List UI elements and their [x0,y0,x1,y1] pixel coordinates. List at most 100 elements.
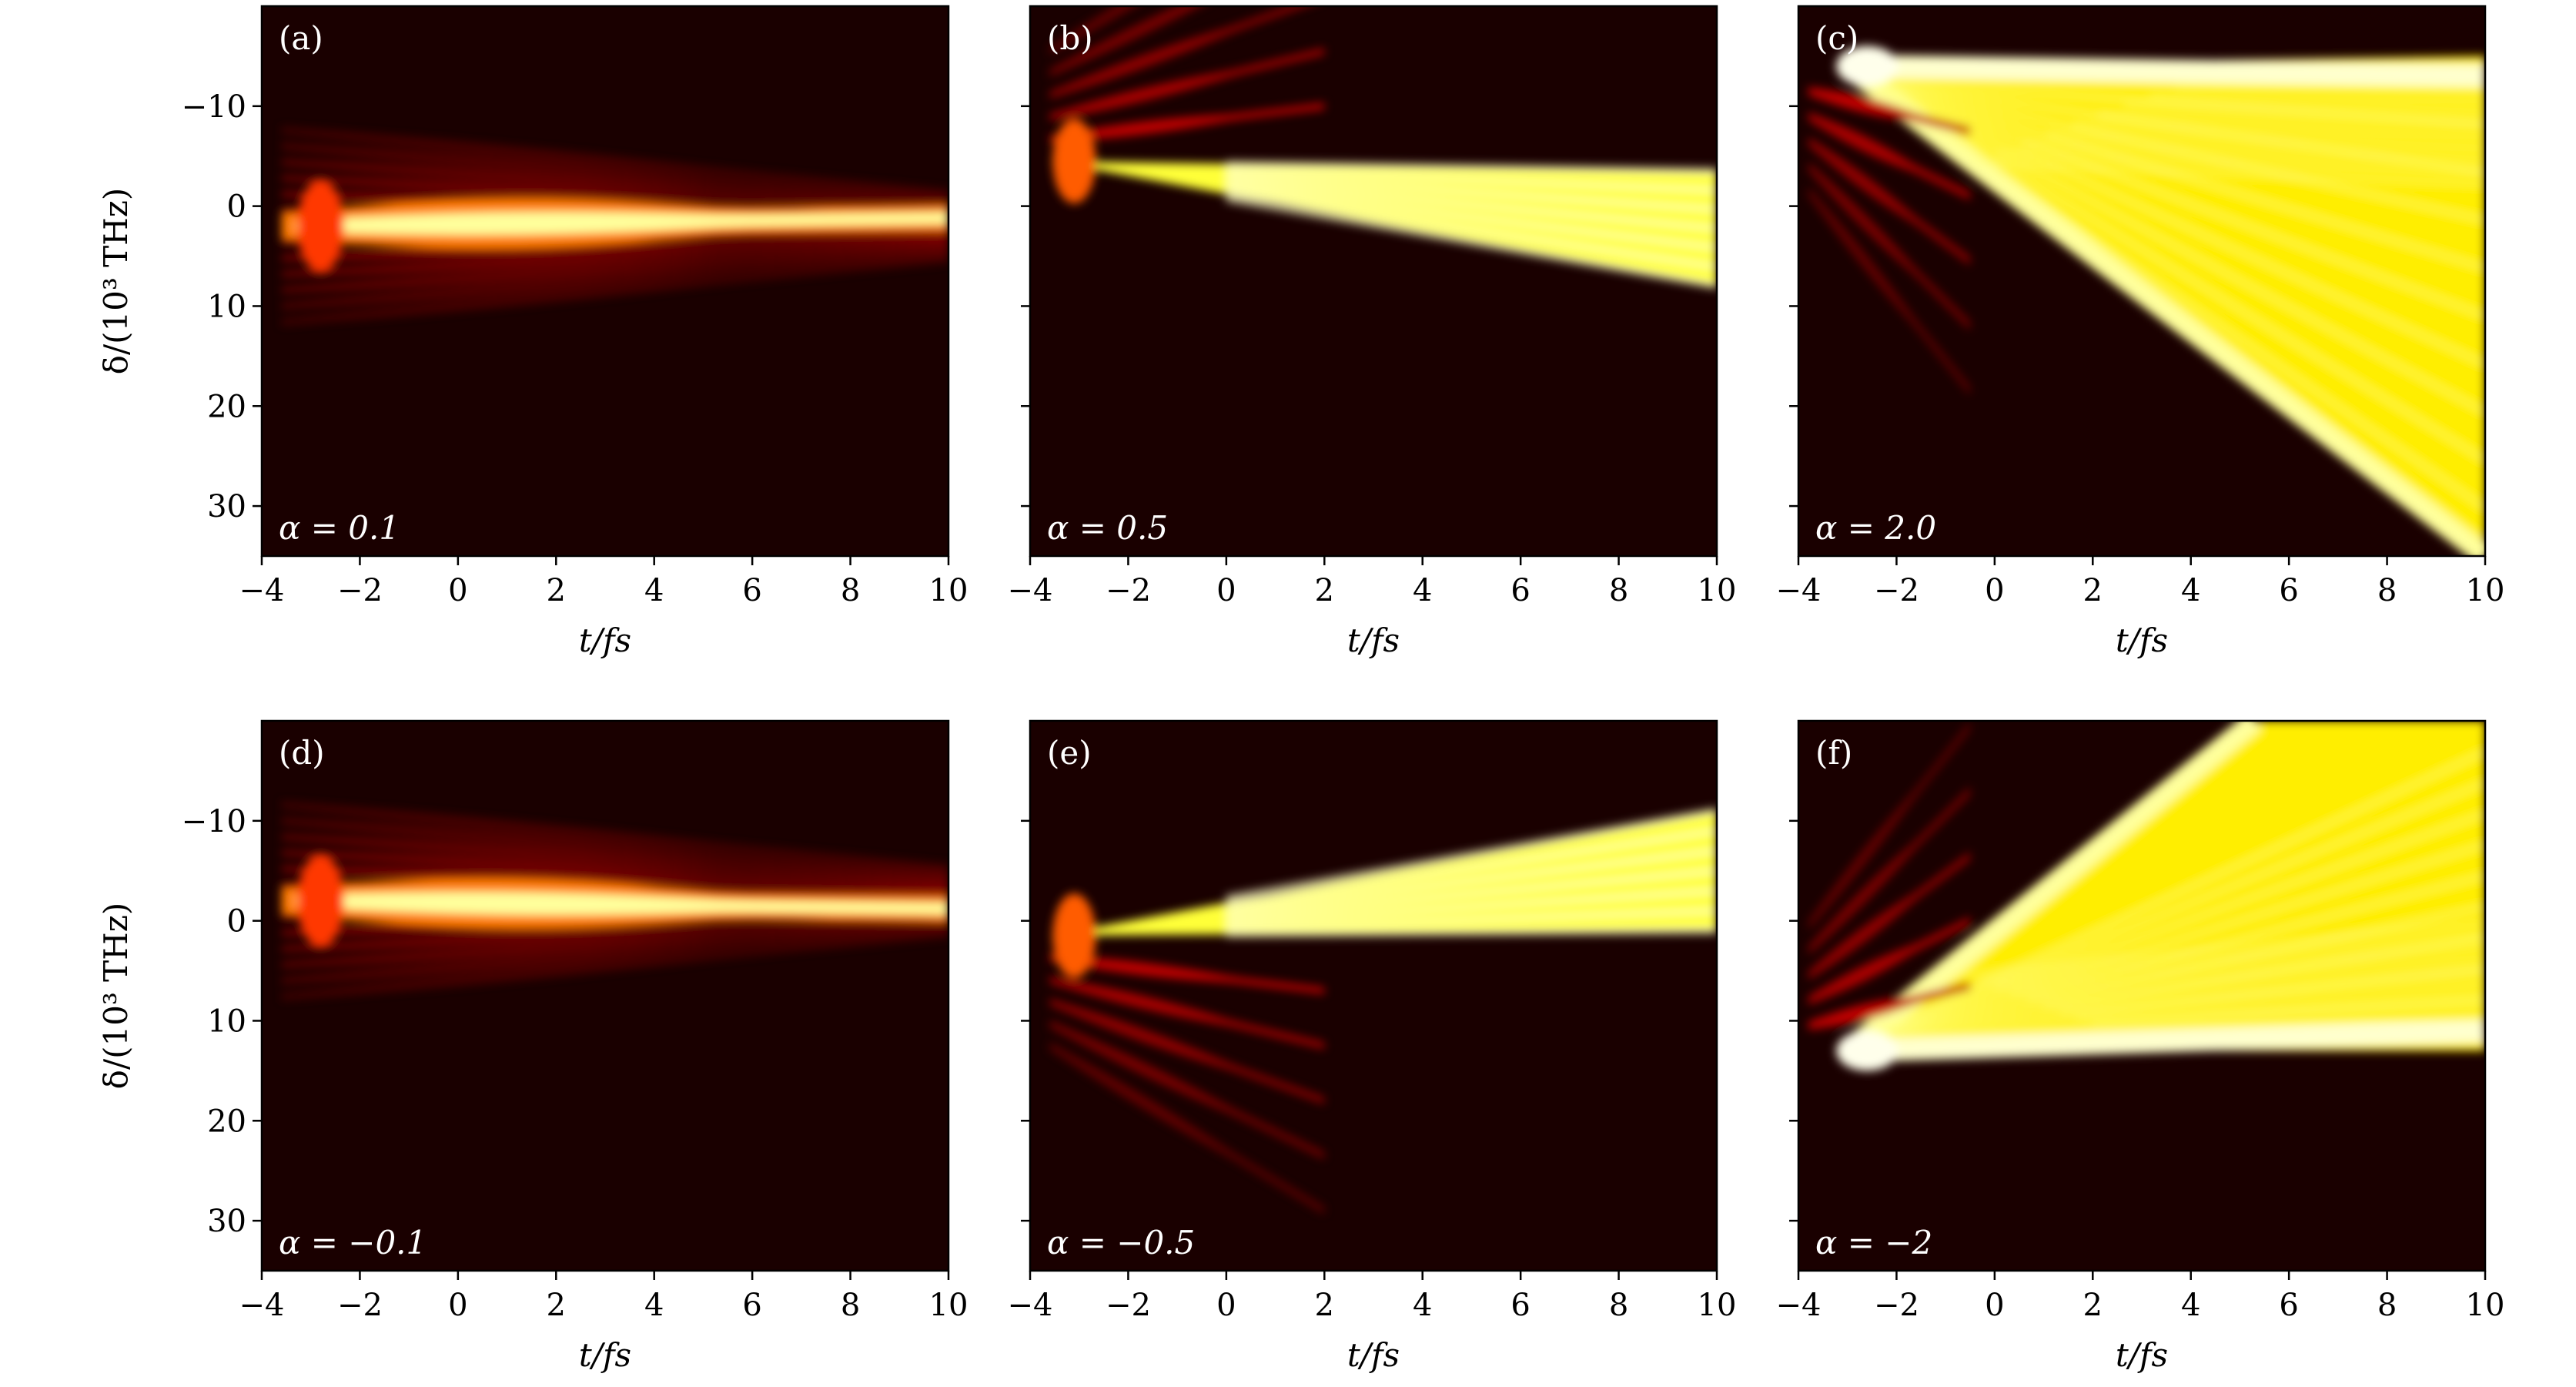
fringe [281,234,948,261]
fringe [281,926,948,984]
x-tick-label: 2 [1315,1288,1334,1323]
fringe [1049,102,1325,142]
y-tick-label: 0 [227,904,246,940]
x-tick-label: 6 [2279,573,2298,608]
fringe [1808,137,1970,266]
x-axis-label: t/fs [579,1336,631,1374]
origin-spot [1836,45,1899,86]
y-axis-label: δ/(10³ THz) [97,903,135,1090]
alpha-label: α = −0.5 [1047,1224,1195,1261]
x-tick-label: 6 [1510,573,1530,608]
fringe [1049,6,1306,99]
fringe [281,251,948,310]
fringe [1808,186,1970,395]
fringe-line [1226,195,1717,290]
fringe [281,159,948,207]
fringe-line [1226,927,1717,938]
fringe-line [1226,867,1717,920]
fringe [281,240,948,277]
fringe-line [1226,907,1717,932]
alpha-label: α = −0.1 [279,1224,427,1261]
panel-label: (a) [279,19,323,57]
fringe [1049,48,1325,121]
x-tick-label: 6 [742,1288,761,1323]
x-tick-label: −2 [1874,573,1919,608]
x-tick-label: 0 [1985,573,2004,608]
fringe [281,931,948,1000]
main-band-core [296,212,948,235]
x-tick-label: 10 [929,573,969,608]
fringe [281,818,948,876]
heatmap-background [1030,721,1717,1271]
heatmap [1049,6,1717,290]
fringe [1049,998,1325,1104]
x-tick-label: 4 [1413,573,1432,608]
fringe [1049,6,1199,77]
x-tick-label: 2 [547,1288,566,1323]
y-tick-label: −10 [182,89,246,125]
origin-spot [1836,1030,1899,1071]
x-tick-label: 2 [1315,573,1334,608]
fringe-line [2047,131,2485,151]
panel-label: (d) [279,734,325,772]
y-tick-label: 0 [227,189,246,225]
x-tick-label: −2 [1874,1288,1919,1323]
panel-a: −4 −2 0 2 4 6 8 10 −10 0 10 20 30 t/fs δ/(10³ THz) (a) α… [97,5,969,659]
x-tick-label: 8 [841,573,860,608]
fringe-line [1226,166,1717,194]
fringe-line [2076,1004,2485,1021]
fan-flat [1847,54,2485,88]
panel-f: −4 −2 0 2 4 6 8 10 t/fs (f) α = −2 [1776,719,2505,1374]
fringe [281,833,948,882]
panel-b: −4 −2 0 2 4 6 8 10 t/fs (b) α = 0.5 [1008,5,1737,659]
fringe-line [1226,847,1717,913]
heatmap [1808,45,2485,556]
x-tick-label: 6 [742,573,761,608]
axes-frame [260,5,950,558]
fringe-line [1866,966,2485,1038]
fringe [1808,87,1970,136]
fringe-line [1865,79,2485,511]
x-tick-label: 10 [929,1288,969,1323]
fringe [1808,981,1970,1030]
y-tick-label: 20 [207,389,246,424]
alpha-label: α = −2 [1815,1224,1932,1261]
main-band-core [296,892,948,916]
panel-label: (c) [1815,19,1858,57]
x-tick-label: −2 [337,573,383,608]
x-tick-label: −4 [1008,1288,1053,1323]
x-axis-label: t/fs [579,621,631,659]
origin-spot [297,179,344,273]
fringe-line [2149,92,2485,103]
fringe-line [1226,827,1717,908]
y-tick-label: 20 [207,1104,246,1139]
fringe [1808,722,1970,930]
fringe-line [1866,79,2485,127]
fringe [281,849,948,887]
x-tick-label: 2 [547,573,566,608]
fringe-line [2098,112,2485,127]
fringe-line [1996,150,2485,175]
fringe-line [2026,968,2485,1003]
heatmap [1049,807,1717,1214]
panel-label: (f) [1815,734,1852,772]
fringe [1049,6,1136,55]
fringe-line [2073,122,2485,139]
axes-frame [1029,719,1718,1272]
fringe-line [1971,160,2485,187]
x-tick-label: 0 [1216,573,1236,608]
x-tick-label: 8 [2377,1288,2397,1323]
fringe [1808,112,1970,200]
axes-frame [1797,5,2487,558]
x-tick-label: −4 [239,1288,285,1323]
heatmap [1808,721,2485,1071]
x-tick-label: 10 [2466,1288,2505,1323]
fringe-line [1226,173,1717,213]
x-tick-label: 10 [1698,573,1737,608]
fringe-line [1866,811,2485,1038]
fringe-line [1866,843,2485,1038]
x-tick-label: 2 [2083,573,2103,608]
x-tick-label: 6 [2279,1288,2298,1323]
x-tick-label: 8 [1609,1288,1628,1323]
